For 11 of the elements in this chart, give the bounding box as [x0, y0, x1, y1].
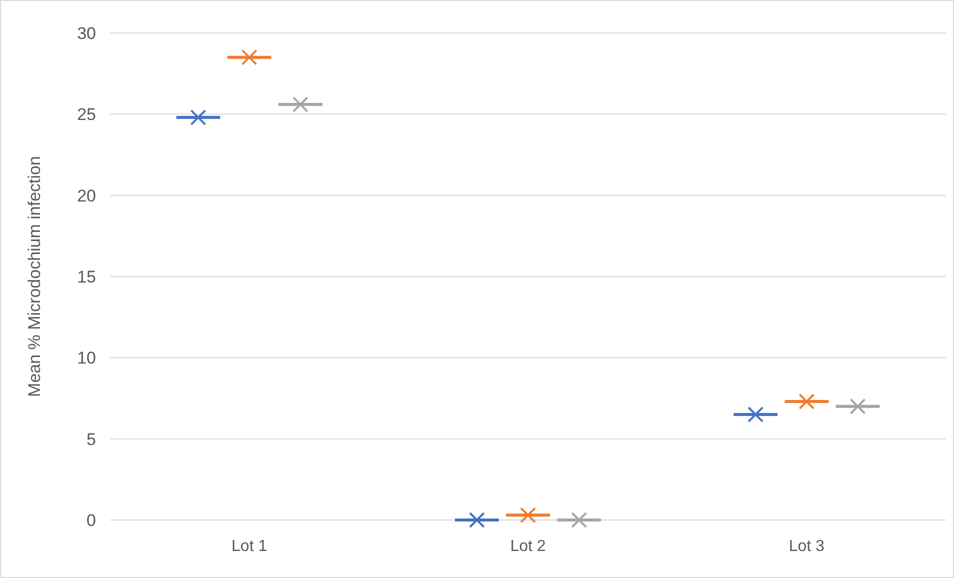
y-tick-label: 10: [77, 348, 96, 368]
y-axis-title: Mean % Microdochium infection: [25, 156, 44, 397]
y-tick-label: 30: [77, 24, 96, 43]
y-tick-label: 25: [77, 105, 96, 124]
x-tick-label: Lot 1: [232, 538, 268, 555]
y-tick-label: 0: [86, 510, 96, 530]
y-tick-label: 5: [86, 430, 96, 449]
y-tick-label: 20: [77, 186, 96, 206]
x-tick-label: Lot 3: [788, 538, 825, 555]
x-tick-label: Lot 2: [510, 538, 546, 555]
y-tick-label: 15: [77, 267, 96, 286]
